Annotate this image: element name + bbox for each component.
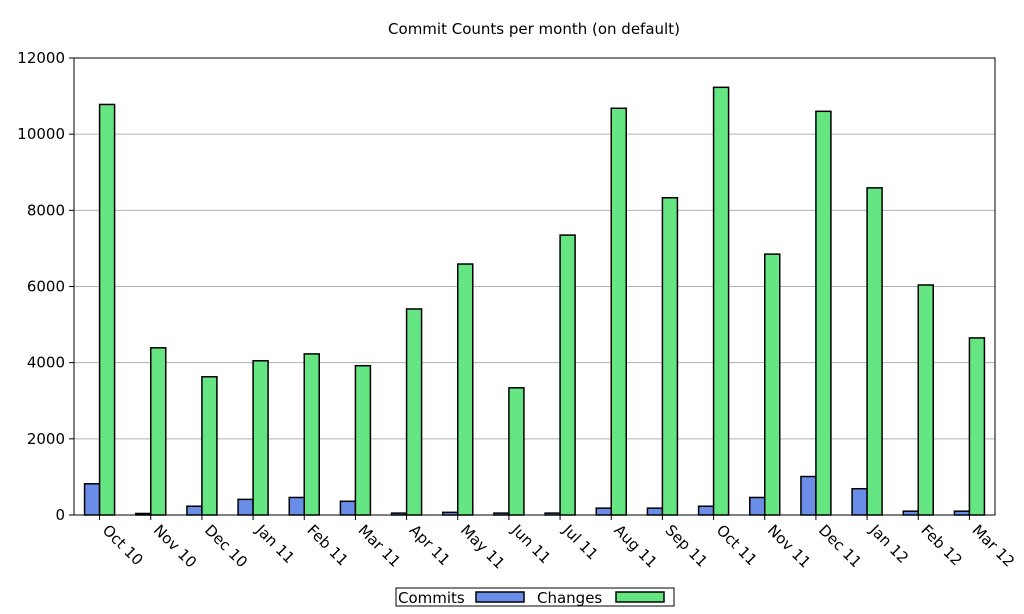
x-tick-label: Dec 10 xyxy=(201,521,251,571)
x-tick-label: Dec 11 xyxy=(815,521,865,571)
bar-changes-feb-11 xyxy=(303,353,320,516)
bar-commits-sep-11 xyxy=(646,507,664,516)
legend-swatch-commits xyxy=(475,591,525,603)
y-tick-label: 12000 xyxy=(17,49,65,67)
x-tick-label: Aug 11 xyxy=(610,521,660,571)
bar-changes-jun-11 xyxy=(508,387,525,516)
x-tick-label: Feb 12 xyxy=(917,521,965,569)
bar-commits-oct-11 xyxy=(697,505,715,516)
x-axis: Oct 10 Nov 10 Dec 10 Jan 11 Feb 11 Mar 11 Apr … xyxy=(99,515,1018,573)
x-tick-label: Jan 11 xyxy=(252,520,299,567)
bar-commits-jan-12 xyxy=(851,487,868,516)
x-tick-label: Oct 11 xyxy=(713,521,761,569)
bar-commits-nov-11 xyxy=(749,496,766,516)
bar-changes-dec-11 xyxy=(815,110,832,516)
x-tick-label: Jan 12 xyxy=(866,520,913,567)
bar-changes-apr-11 xyxy=(405,308,423,516)
bar-commits-feb-11 xyxy=(288,496,305,516)
y-axis: 0 2000 4000 6000 8000 10000 12000 xyxy=(17,49,74,524)
bar-changes-mar-12 xyxy=(968,337,986,516)
y-tick-label: 4000 xyxy=(27,354,65,372)
bar-changes-oct-10 xyxy=(98,103,116,516)
x-tick-label: Oct 10 xyxy=(99,521,147,569)
bar-commits-aug-11 xyxy=(595,507,612,516)
x-tick-label: Apr 11 xyxy=(406,521,454,569)
bar-changes-jul-11 xyxy=(559,234,576,516)
bar-changes-aug-11 xyxy=(610,107,627,516)
y-tick-label: 0 xyxy=(55,506,65,524)
x-tick-label: Sep 11 xyxy=(662,521,712,571)
x-tick-label: Jul 11 xyxy=(559,520,602,563)
bar-commits-dec-11 xyxy=(800,475,817,516)
bar-commits-oct-10 xyxy=(83,483,101,516)
legend-label-commits: Commits xyxy=(398,589,465,607)
legend-box xyxy=(395,587,675,607)
y-tick-label: 10000 xyxy=(17,125,65,143)
legend: Commits Changes xyxy=(395,587,675,607)
y-tick-label: 6000 xyxy=(27,278,65,296)
x-tick-label: May 11 xyxy=(457,521,509,573)
x-tick-label: Nov 11 xyxy=(764,521,814,571)
bar-commits-mar-11 xyxy=(339,500,357,516)
bar-changes-feb-12 xyxy=(917,284,934,516)
bar-changes-sep-11 xyxy=(661,197,679,516)
legend-swatch-changes xyxy=(615,591,665,603)
x-tick-label: Mar 12 xyxy=(969,521,1019,571)
bar-changes-jan-12 xyxy=(866,187,883,516)
y-tick-label: 8000 xyxy=(27,201,65,219)
x-tick-label: Mar 11 xyxy=(355,521,405,571)
bar-changes-oct-11 xyxy=(712,86,730,516)
chart-title: Commit Counts per month (on default) xyxy=(388,20,680,38)
bar-changes-dec-10 xyxy=(201,376,218,516)
bar-changes-nov-11 xyxy=(764,253,781,516)
bar-commits-mar-12 xyxy=(953,510,971,516)
x-tick-label: Jun 11 xyxy=(507,520,554,567)
bars xyxy=(83,86,986,516)
bar-commits-jan-11 xyxy=(237,498,254,516)
x-tick-label: Feb 11 xyxy=(303,521,351,569)
bar-changes-jan-11 xyxy=(252,360,269,516)
bar-commits-feb-12 xyxy=(902,510,919,516)
y-tick-label: 2000 xyxy=(27,430,65,448)
x-tick-label: Nov 10 xyxy=(150,521,200,571)
bar-commits-dec-10 xyxy=(186,505,203,516)
bar-changes-nov-10 xyxy=(150,347,167,516)
bar-changes-mar-11 xyxy=(354,364,372,516)
legend-label-changes: Changes xyxy=(537,589,602,607)
bar-changes-may-11 xyxy=(457,263,474,516)
